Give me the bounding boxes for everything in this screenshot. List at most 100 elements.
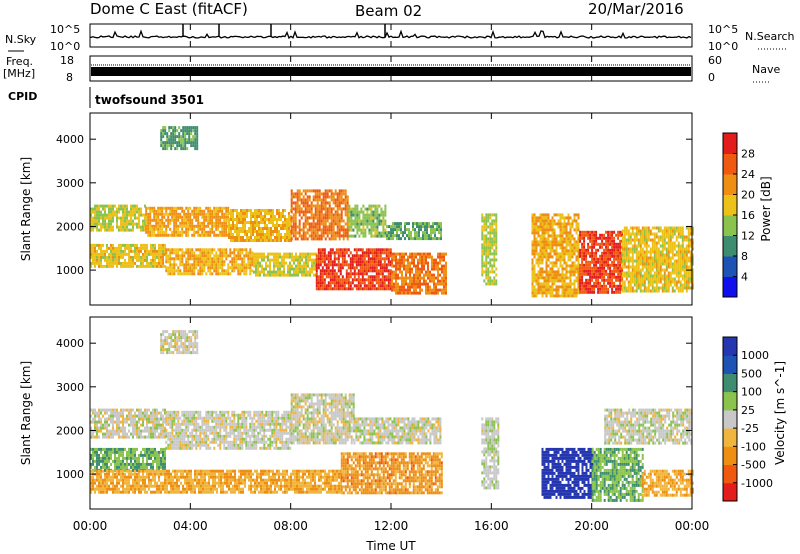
power-band-3-cell [342,201,345,205]
power-band-7-cell [169,257,172,261]
power-band-8-cell [299,252,301,256]
power-band-2-cell [264,236,266,239]
power-band-10-cell [435,282,437,286]
power-band-15-cell [180,135,183,139]
power-band-8-cell [311,261,313,265]
power-band-12-cell [545,279,548,283]
power-band-4-cell [356,231,359,235]
power-band-7-cell [197,269,200,273]
power-band-2-cell [266,212,268,215]
power-band-12-cell [575,267,578,271]
power-band-14-cell [627,274,630,278]
power-band-15-cell [178,132,181,136]
power-band-6-cell [112,243,114,247]
power-band-3-cell [310,225,313,229]
power-band-0-cell [106,222,108,226]
power-band-12-cell [565,270,568,274]
power-band-2-cell [250,227,252,230]
power-band-12-cell [555,255,558,259]
power-band-10-cell [401,288,403,292]
power-band-4-cell [374,204,377,208]
power-band-14-cell [639,274,642,278]
power-band-7-cell [191,257,194,261]
power-band-3-cell [306,207,309,211]
power-band-12-cell [577,282,580,286]
power-band-3-cell [296,210,299,214]
power-band-15-cell [184,129,187,133]
power-band-14-cell [655,232,658,236]
power-band-4-cell [382,225,385,229]
power-band-8-cell [277,261,279,265]
power-band-14-cell [677,241,680,245]
power-band-12-cell [543,234,546,238]
power-band-13-cell [587,284,590,288]
power-band-7-cell [243,257,246,261]
power-band-10-cell [433,261,435,265]
power-band-12-cell [571,291,574,295]
power-band-9-cell [363,254,366,258]
power-band-14-cell [629,277,632,281]
power-band-12-cell [539,249,542,253]
power-band-3-cell [336,222,339,226]
power-band-9-cell [355,287,358,291]
power-band-1-cell [175,233,178,237]
power-band-13-cell [607,254,610,258]
power-band-9-cell [367,251,370,255]
power-band-1-cell [197,230,200,234]
power-band-13-cell [615,251,618,255]
power-band-10-cell [415,264,417,268]
power-band-10-cell [423,273,425,277]
power-band-14-cell [677,274,680,278]
power-band-14-cell [637,271,640,275]
power-band-11-cell [489,231,492,235]
power-band-10-cell [417,285,419,289]
power-band-0-cell [104,228,106,232]
power-band-1-cell [191,218,194,222]
power-band-1-cell [225,218,228,222]
power-band-14-cell [677,262,680,266]
power-band-15-cell [194,147,197,151]
power-band-10-cell [393,252,395,256]
power-band-14-cell [687,259,690,263]
power-band-9-cell [317,248,320,252]
power-band-3-cell [298,228,301,232]
power-band-9-cell [327,281,330,285]
power-band-4-cell [352,213,355,217]
power-band-14-cell [629,259,632,263]
power-band-14-cell [675,265,678,269]
power-band-0-cell [110,207,112,211]
power-band-8-cell [269,252,271,256]
power-band-8-cell [309,273,311,277]
power-band-10-cell [419,276,421,280]
power-band-5-cell [416,225,418,229]
power-band-2-cell [288,230,290,233]
power-band-12-cell [537,228,540,232]
power-band-12-cell [549,276,552,280]
power-band-6-cell [140,243,142,247]
power-band-12-cell [557,288,560,292]
power-band-9-cell [357,257,360,261]
power-band-5-cell [414,237,416,241]
nave-label: Nave [752,63,780,76]
power-band-12-cell [545,273,548,277]
power-band-9-cell [389,281,392,285]
power-band-7-cell [243,263,246,267]
power-band-1-cell [163,215,166,219]
power-band-9-cell [337,275,340,279]
power-band-5-cell [416,222,418,226]
power-band-10-cell [399,261,401,265]
power-band-12-cell [539,246,542,250]
power-band-7-cell [201,272,204,276]
power-band-14-cell [677,232,680,236]
power-band-1-cell [199,224,202,228]
power-band-3-cell [312,198,315,202]
power-band-14-cell [631,244,634,248]
power-band-6-cell [146,249,148,253]
power-band-14-cell [671,229,674,233]
power-band-14-cell [623,238,626,242]
power-band-9-cell [387,269,390,273]
power-band-15-cell [188,135,191,139]
power-band-13-cell [615,266,618,270]
power-band-13-cell [605,248,608,252]
power-band-14-cell [655,241,658,245]
